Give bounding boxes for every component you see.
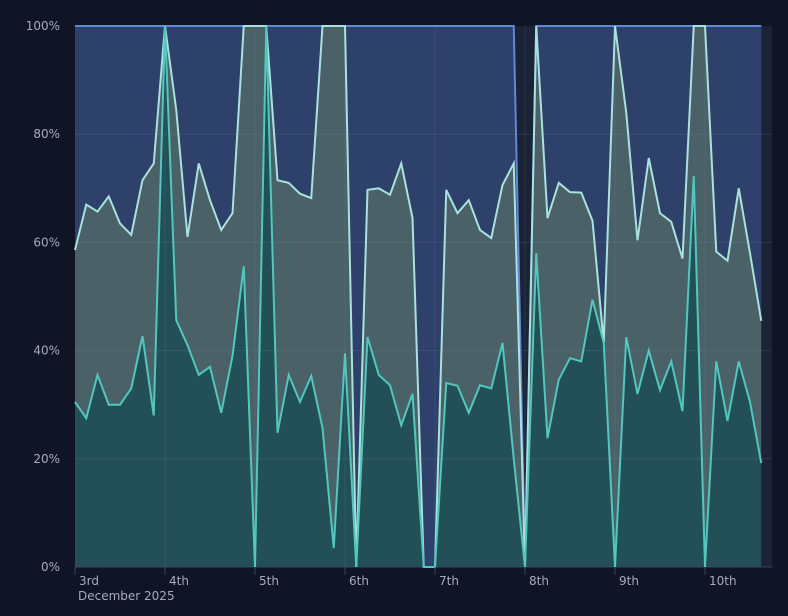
series-2-area bbox=[75, 26, 762, 567]
x-tick-label: 6th bbox=[349, 574, 369, 588]
series-3-area bbox=[75, 26, 762, 567]
series-1-area bbox=[75, 26, 762, 567]
x-tick-label: 8th bbox=[529, 574, 549, 588]
y-tick-label: 80% bbox=[33, 127, 60, 141]
y-tick-label: 40% bbox=[33, 344, 60, 358]
x-tick-label: 3rd bbox=[79, 574, 99, 588]
x-tick-label: 10th bbox=[709, 574, 737, 588]
grid-lines bbox=[75, 26, 772, 568]
x-axis: 3rd 4th 5th 6th 7th 8th 9th 10th bbox=[74, 567, 737, 588]
series-2-line bbox=[74, 25, 763, 568]
x-axis-sublabel: December 2025 bbox=[78, 589, 175, 603]
y-tick-label: 60% bbox=[33, 235, 60, 249]
y-tick-label: 100% bbox=[26, 19, 60, 33]
x-tick-label: 5th bbox=[259, 574, 279, 588]
y-tick-label: 20% bbox=[33, 452, 60, 466]
x-tick-label: 7th bbox=[439, 574, 459, 588]
y-axis: 0% 20% 40% 60% 80% 100% bbox=[26, 19, 60, 574]
x-tick-label: 4th bbox=[169, 574, 189, 588]
series-lines bbox=[74, 25, 763, 568]
y-tick-label: 0% bbox=[41, 560, 60, 574]
series-areas bbox=[75, 26, 762, 567]
series-3-line bbox=[75, 25, 762, 568]
x-tick-label: 9th bbox=[619, 574, 639, 588]
series-1-line bbox=[74, 25, 763, 568]
